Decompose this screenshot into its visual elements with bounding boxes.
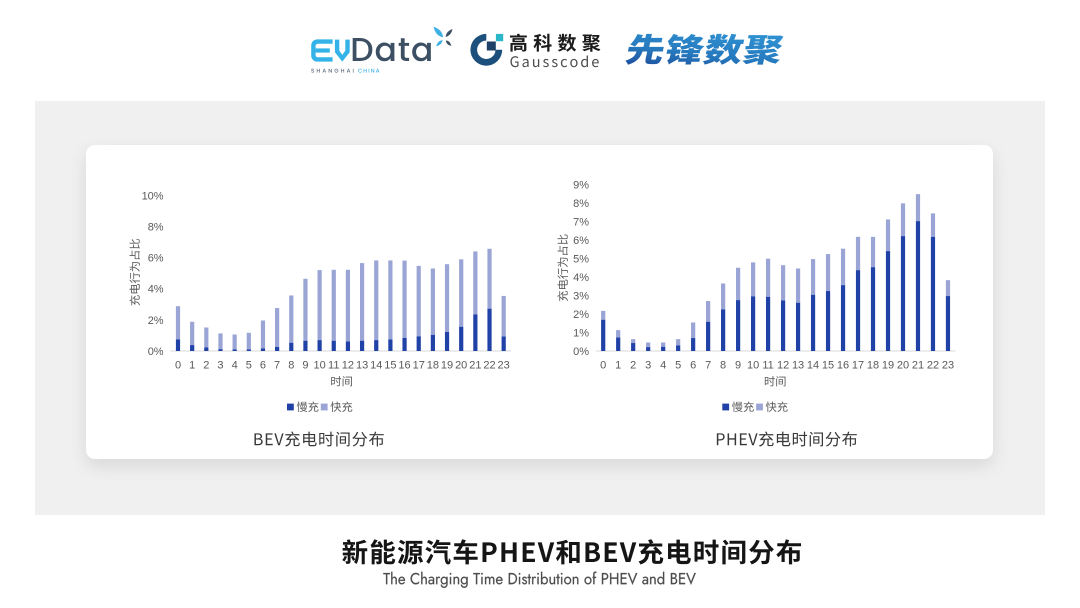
svg-text:8%: 8%: [573, 198, 589, 210]
svg-text:7%: 7%: [573, 216, 589, 228]
svg-text:12: 12: [342, 360, 354, 372]
svg-text:4%: 4%: [148, 284, 164, 296]
svg-text:8: 8: [288, 360, 294, 372]
svg-text:18: 18: [867, 360, 879, 372]
svg-text:0: 0: [600, 360, 606, 372]
svg-text:17: 17: [852, 360, 864, 372]
svg-text:22: 22: [483, 360, 495, 372]
svg-text:4: 4: [660, 360, 666, 372]
svg-text:11: 11: [762, 360, 773, 372]
svg-text:6: 6: [260, 360, 266, 372]
svg-text:20: 20: [897, 360, 909, 372]
svg-text:7: 7: [705, 360, 711, 372]
svg-text:8%: 8%: [148, 221, 164, 233]
svg-text:2%: 2%: [148, 315, 164, 327]
svg-text:1: 1: [615, 360, 621, 372]
svg-text:1: 1: [189, 360, 195, 372]
svg-text:3: 3: [217, 360, 223, 372]
svg-text:7: 7: [274, 360, 280, 372]
svg-text:23: 23: [498, 360, 510, 372]
svg-text:13: 13: [792, 360, 804, 372]
svg-text:9%: 9%: [573, 179, 589, 191]
svg-text:5: 5: [246, 360, 252, 372]
svg-text:9: 9: [735, 360, 741, 372]
svg-text:22: 22: [927, 360, 939, 372]
svg-text:5%: 5%: [573, 253, 589, 265]
svg-text:10: 10: [747, 360, 759, 372]
svg-text:14: 14: [370, 360, 382, 372]
svg-text:9: 9: [302, 360, 308, 372]
svg-text:11: 11: [328, 360, 339, 372]
svg-text:6%: 6%: [148, 253, 164, 265]
svg-text:1%: 1%: [573, 327, 589, 339]
svg-text:12: 12: [777, 360, 789, 372]
svg-text:16: 16: [837, 360, 849, 372]
svg-text:13: 13: [356, 360, 368, 372]
svg-text:14: 14: [807, 360, 819, 372]
svg-text:19: 19: [441, 360, 453, 372]
svg-text:2: 2: [630, 360, 636, 372]
svg-text:4%: 4%: [573, 272, 589, 284]
svg-text:8: 8: [720, 360, 726, 372]
svg-text:10: 10: [313, 360, 325, 372]
svg-text:10%: 10%: [142, 190, 164, 202]
svg-text:2%: 2%: [573, 309, 589, 321]
svg-text:15: 15: [384, 360, 396, 372]
svg-text:2: 2: [203, 360, 209, 372]
svg-text:3%: 3%: [573, 290, 589, 302]
svg-text:19: 19: [882, 360, 894, 372]
svg-text:15: 15: [822, 360, 834, 372]
svg-text:17: 17: [413, 360, 425, 372]
svg-text:21: 21: [912, 360, 924, 372]
svg-text:6: 6: [690, 360, 696, 372]
svg-text:18: 18: [427, 360, 439, 372]
svg-text:0%: 0%: [148, 346, 164, 358]
svg-text:0%: 0%: [573, 346, 589, 358]
svg-text:20: 20: [455, 360, 467, 372]
svg-text:6%: 6%: [573, 235, 589, 247]
svg-text:21: 21: [469, 360, 481, 372]
svg-text:5: 5: [675, 360, 681, 372]
svg-text:0: 0: [175, 360, 181, 372]
svg-text:3: 3: [645, 360, 651, 372]
svg-text:16: 16: [398, 360, 410, 372]
svg-text:4: 4: [232, 360, 238, 372]
svg-text:23: 23: [942, 360, 954, 372]
